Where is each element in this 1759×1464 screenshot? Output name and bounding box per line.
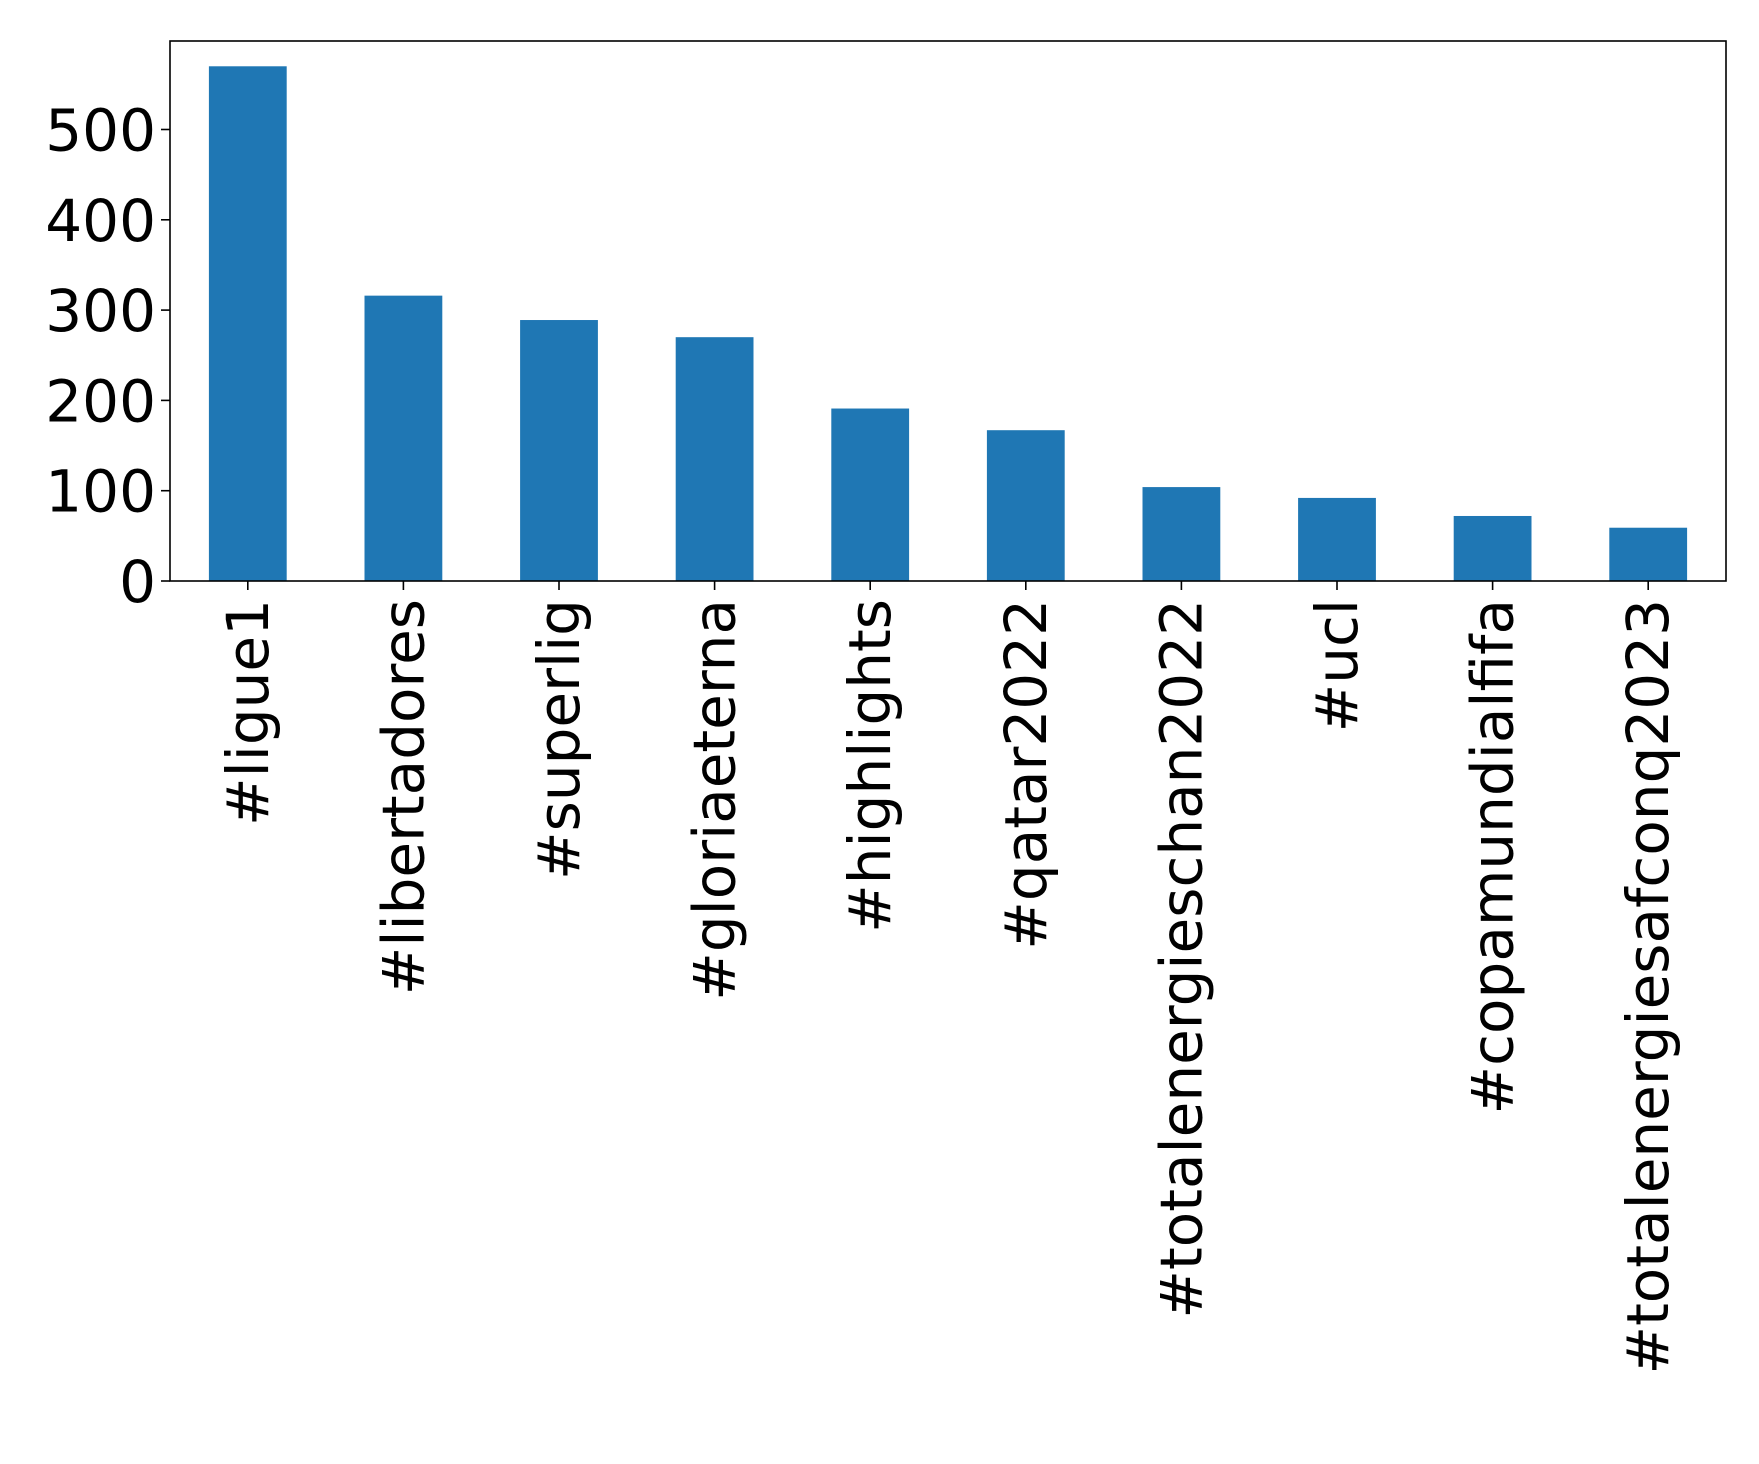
x-category-label: #copamundialfifa (1459, 599, 1527, 1114)
y-axis: 0 100 200 300 400 500 (45, 96, 170, 616)
y-tick-label: 500 (45, 96, 156, 164)
x-category-label: #totalenergieschan2022 (1147, 599, 1215, 1319)
bar (831, 408, 910, 581)
y-tick-label: 100 (45, 458, 156, 526)
x-category-label: #ucl (1303, 599, 1371, 732)
bar (1609, 527, 1688, 581)
y-tick-label: 300 (45, 277, 156, 345)
bar (208, 66, 287, 581)
y-tick-label: 400 (45, 187, 156, 255)
y-tick-label: 0 (119, 548, 156, 616)
bar (1453, 515, 1532, 581)
x-category-label: #ligue1 (214, 599, 282, 826)
x-category-label: #superlig (525, 599, 593, 880)
bar (520, 320, 598, 581)
x-category-label: #qatar2022 (992, 599, 1060, 950)
x-category-label: #gloriaeterna (681, 599, 749, 1001)
x-category-label: #totalenergiesafconq2023 (1614, 599, 1682, 1375)
x-axis: #ligue1 #libertadores #superlig #gloriaeter… (214, 581, 1682, 1375)
bar (675, 337, 754, 581)
bars (208, 66, 1688, 581)
bar (1142, 487, 1221, 581)
bar (1298, 497, 1376, 581)
x-category-label: #libertadores (369, 599, 437, 995)
bar (364, 295, 443, 581)
plot-frame (169, 40, 1727, 582)
x-category-label: #highlights (836, 599, 904, 933)
y-tick-label: 200 (45, 367, 156, 435)
bar (986, 430, 1065, 581)
